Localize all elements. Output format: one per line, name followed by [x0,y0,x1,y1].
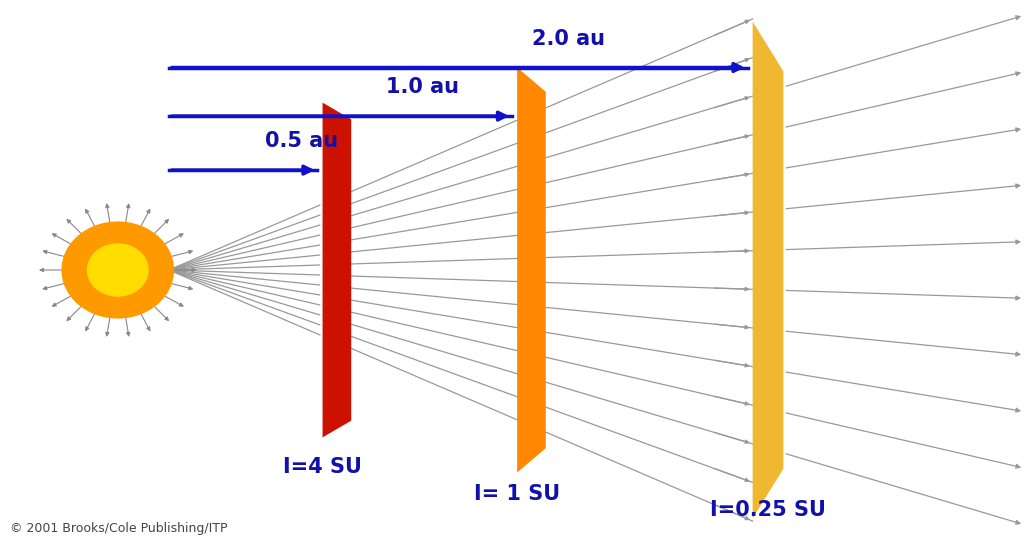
Text: I=4 SU: I=4 SU [283,457,362,477]
Ellipse shape [61,221,174,319]
Polygon shape [323,103,351,437]
Text: I=0.25 SU: I=0.25 SU [710,500,826,521]
Text: 0.5 au: 0.5 au [265,131,338,151]
Text: I= 1 SU: I= 1 SU [474,484,560,504]
Text: © 2001 Brooks/Cole Publishing/ITP: © 2001 Brooks/Cole Publishing/ITP [10,522,227,535]
Text: 2.0 au: 2.0 au [531,29,605,49]
Ellipse shape [87,243,148,297]
Polygon shape [753,22,783,518]
Text: 1.0 au: 1.0 au [386,77,459,97]
Polygon shape [517,68,546,472]
